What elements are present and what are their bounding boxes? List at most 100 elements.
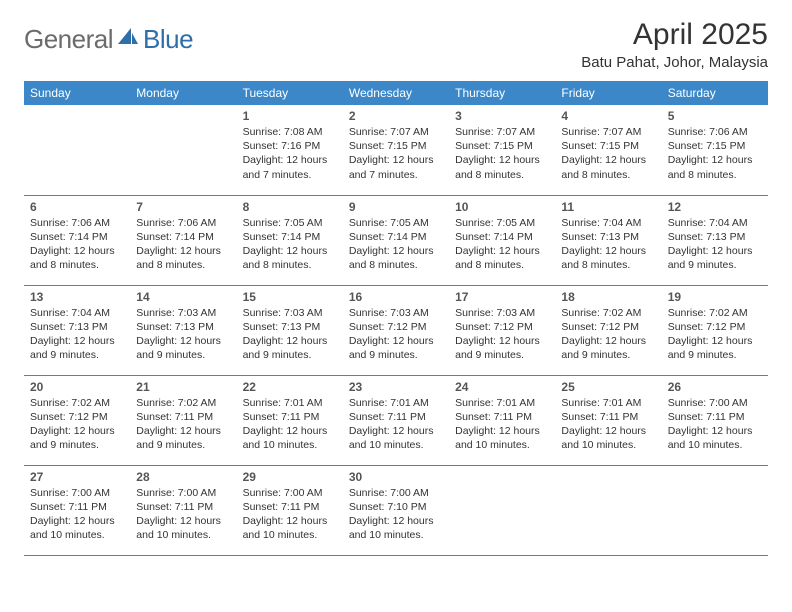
calendar-week-row: 6 Sunrise: 7:06 AMSunset: 7:14 PMDaylight…: [24, 195, 768, 285]
day-number: 24: [455, 380, 549, 394]
day-number: 7: [136, 200, 230, 214]
day-number: 19: [668, 290, 762, 304]
calendar-day-cell: 17 Sunrise: 7:03 AMSunset: 7:12 PMDayligh…: [449, 285, 555, 375]
day-info: Sunrise: 7:07 AMSunset: 7:15 PMDaylight:…: [561, 125, 655, 182]
day-info: Sunrise: 7:05 AMSunset: 7:14 PMDaylight:…: [349, 216, 443, 273]
day-info: Sunrise: 7:06 AMSunset: 7:14 PMDaylight:…: [136, 216, 230, 273]
day-info: Sunrise: 7:05 AMSunset: 7:14 PMDaylight:…: [455, 216, 549, 273]
calendar-empty-cell: [449, 465, 555, 555]
day-number: 8: [243, 200, 337, 214]
calendar-empty-cell: [24, 105, 130, 195]
calendar-day-cell: 14 Sunrise: 7:03 AMSunset: 7:13 PMDayligh…: [130, 285, 236, 375]
day-number: 25: [561, 380, 655, 394]
calendar-day-cell: 23Sunrise: 7:01 AMSunset: 7:11 PMDayligh…: [343, 375, 449, 465]
calendar-day-cell: 3 Sunrise: 7:07 AMSunset: 7:15 PMDaylight…: [449, 105, 555, 195]
day-number: 30: [349, 470, 443, 484]
day-number: 13: [30, 290, 124, 304]
calendar-day-cell: 30 Sunrise: 7:00 AMSunset: 7:10 PMDayligh…: [343, 465, 449, 555]
month-title: April 2025: [581, 18, 768, 52]
calendar-day-cell: 16 Sunrise: 7:03 AMSunset: 7:12 PMDayligh…: [343, 285, 449, 375]
calendar-day-cell: 4 Sunrise: 7:07 AMSunset: 7:15 PMDaylight…: [555, 105, 661, 195]
day-info: Sunrise: 7:02 AMSunset: 7:11 PMDaylight:…: [136, 396, 230, 453]
calendar-day-cell: 5 Sunrise: 7:06 AMSunset: 7:15 PMDaylight…: [662, 105, 768, 195]
day-number: 16: [349, 290, 443, 304]
calendar-day-cell: 6 Sunrise: 7:06 AMSunset: 7:14 PMDaylight…: [24, 195, 130, 285]
day-info: Sunrise: 7:06 AMSunset: 7:15 PMDaylight:…: [668, 125, 762, 182]
day-number: 14: [136, 290, 230, 304]
day-info: Sunrise: 7:01 AMSunset: 7:11 PMDaylight:…: [455, 396, 549, 453]
day-info: Sunrise: 7:02 AMSunset: 7:12 PMDaylight:…: [561, 306, 655, 363]
calendar-week-row: 27 Sunrise: 7:00 AMSunset: 7:11 PMDayligh…: [24, 465, 768, 555]
calendar-day-cell: 7 Sunrise: 7:06 AMSunset: 7:14 PMDaylight…: [130, 195, 236, 285]
calendar-page: General Blue April 2025 Batu Pahat, Joho…: [0, 0, 792, 574]
calendar-day-cell: 25 Sunrise: 7:01 AMSunset: 7:11 PMDayligh…: [555, 375, 661, 465]
day-info: Sunrise: 7:02 AMSunset: 7:12 PMDaylight:…: [668, 306, 762, 363]
calendar-day-cell: 2 Sunrise: 7:07 AMSunset: 7:15 PMDaylight…: [343, 105, 449, 195]
calendar-week-row: 1Sunrise: 7:08 AMSunset: 7:16 PMDaylight…: [24, 105, 768, 195]
weekday-header: Monday: [130, 81, 236, 105]
calendar-day-cell: 21 Sunrise: 7:02 AMSunset: 7:11 PMDayligh…: [130, 375, 236, 465]
day-info: Sunrise: 7:07 AMSunset: 7:15 PMDaylight:…: [455, 125, 549, 182]
day-info: Sunrise: 7:03 AMSunset: 7:12 PMDaylight:…: [349, 306, 443, 363]
day-info: Sunrise: 7:06 AMSunset: 7:14 PMDaylight:…: [30, 216, 124, 273]
day-info: Sunrise: 7:00 AMSunset: 7:11 PMDaylight:…: [136, 486, 230, 543]
day-number: 2: [349, 109, 443, 123]
day-info: Sunrise: 7:02 AMSunset: 7:12 PMDaylight:…: [30, 396, 124, 453]
day-info: Sunrise: 7:03 AMSunset: 7:13 PMDaylight:…: [136, 306, 230, 363]
calendar-body: 1Sunrise: 7:08 AMSunset: 7:16 PMDaylight…: [24, 105, 768, 555]
day-info: Sunrise: 7:00 AMSunset: 7:10 PMDaylight:…: [349, 486, 443, 543]
calendar-day-cell: 26 Sunrise: 7:00 AMSunset: 7:11 PMDayligh…: [662, 375, 768, 465]
day-info: Sunrise: 7:07 AMSunset: 7:15 PMDaylight:…: [349, 125, 443, 182]
day-number: 10: [455, 200, 549, 214]
day-number: 17: [455, 290, 549, 304]
day-info: Sunrise: 7:00 AMSunset: 7:11 PMDaylight:…: [668, 396, 762, 453]
weekday-header: Thursday: [449, 81, 555, 105]
calendar-day-cell: 9Sunrise: 7:05 AMSunset: 7:14 PMDaylight…: [343, 195, 449, 285]
calendar-day-cell: 24 Sunrise: 7:01 AMSunset: 7:11 PMDayligh…: [449, 375, 555, 465]
calendar-day-cell: 27 Sunrise: 7:00 AMSunset: 7:11 PMDayligh…: [24, 465, 130, 555]
calendar-day-cell: 10 Sunrise: 7:05 AMSunset: 7:14 PMDayligh…: [449, 195, 555, 285]
day-number: 21: [136, 380, 230, 394]
day-info: Sunrise: 7:00 AMSunset: 7:11 PMDaylight:…: [243, 486, 337, 543]
day-info: Sunrise: 7:04 AMSunset: 7:13 PMDaylight:…: [668, 216, 762, 273]
calendar-day-cell: 20Sunrise: 7:02 AMSunset: 7:12 PMDayligh…: [24, 375, 130, 465]
day-number: 27: [30, 470, 124, 484]
calendar-day-cell: 12 Sunrise: 7:04 AMSunset: 7:13 PMDayligh…: [662, 195, 768, 285]
day-info: Sunrise: 7:03 AMSunset: 7:12 PMDaylight:…: [455, 306, 549, 363]
calendar-day-cell: 18 Sunrise: 7:02 AMSunset: 7:12 PMDayligh…: [555, 285, 661, 375]
title-block: April 2025 Batu Pahat, Johor, Malaysia: [581, 18, 768, 71]
day-number: 5: [668, 109, 762, 123]
location-text: Batu Pahat, Johor, Malaysia: [581, 54, 768, 71]
calendar-empty-cell: [662, 465, 768, 555]
day-number: 28: [136, 470, 230, 484]
day-number: 18: [561, 290, 655, 304]
header-row: General Blue April 2025 Batu Pahat, Joho…: [24, 18, 768, 71]
day-number: 23: [349, 380, 443, 394]
sail-icon: [117, 27, 139, 52]
day-number: 12: [668, 200, 762, 214]
calendar-empty-cell: [555, 465, 661, 555]
weekday-header: Friday: [555, 81, 661, 105]
calendar-table: SundayMondayTuesdayWednesdayThursdayFrid…: [24, 81, 768, 556]
day-number: 29: [243, 470, 337, 484]
day-number: 4: [561, 109, 655, 123]
day-number: 3: [455, 109, 549, 123]
day-info: Sunrise: 7:00 AMSunset: 7:11 PMDaylight:…: [30, 486, 124, 543]
calendar-week-row: 13 Sunrise: 7:04 AMSunset: 7:13 PMDayligh…: [24, 285, 768, 375]
day-number: 22: [243, 380, 337, 394]
logo-text-blue: Blue: [143, 24, 193, 55]
calendar-day-cell: 28 Sunrise: 7:00 AMSunset: 7:11 PMDayligh…: [130, 465, 236, 555]
calendar-empty-cell: [130, 105, 236, 195]
calendar-day-cell: 22Sunrise: 7:01 AMSunset: 7:11 PMDayligh…: [237, 375, 343, 465]
day-number: 6: [30, 200, 124, 214]
day-info: Sunrise: 7:04 AMSunset: 7:13 PMDaylight:…: [30, 306, 124, 363]
day-number: 15: [243, 290, 337, 304]
calendar-day-cell: 29 Sunrise: 7:00 AMSunset: 7:11 PMDayligh…: [237, 465, 343, 555]
day-number: 26: [668, 380, 762, 394]
day-number: 11: [561, 200, 655, 214]
weekday-header: Sunday: [24, 81, 130, 105]
day-info: Sunrise: 7:01 AMSunset: 7:11 PMDaylight:…: [561, 396, 655, 453]
calendar-day-cell: 15 Sunrise: 7:03 AMSunset: 7:13 PMDayligh…: [237, 285, 343, 375]
calendar-day-cell: 1Sunrise: 7:08 AMSunset: 7:16 PMDaylight…: [237, 105, 343, 195]
day-info: Sunrise: 7:03 AMSunset: 7:13 PMDaylight:…: [243, 306, 337, 363]
